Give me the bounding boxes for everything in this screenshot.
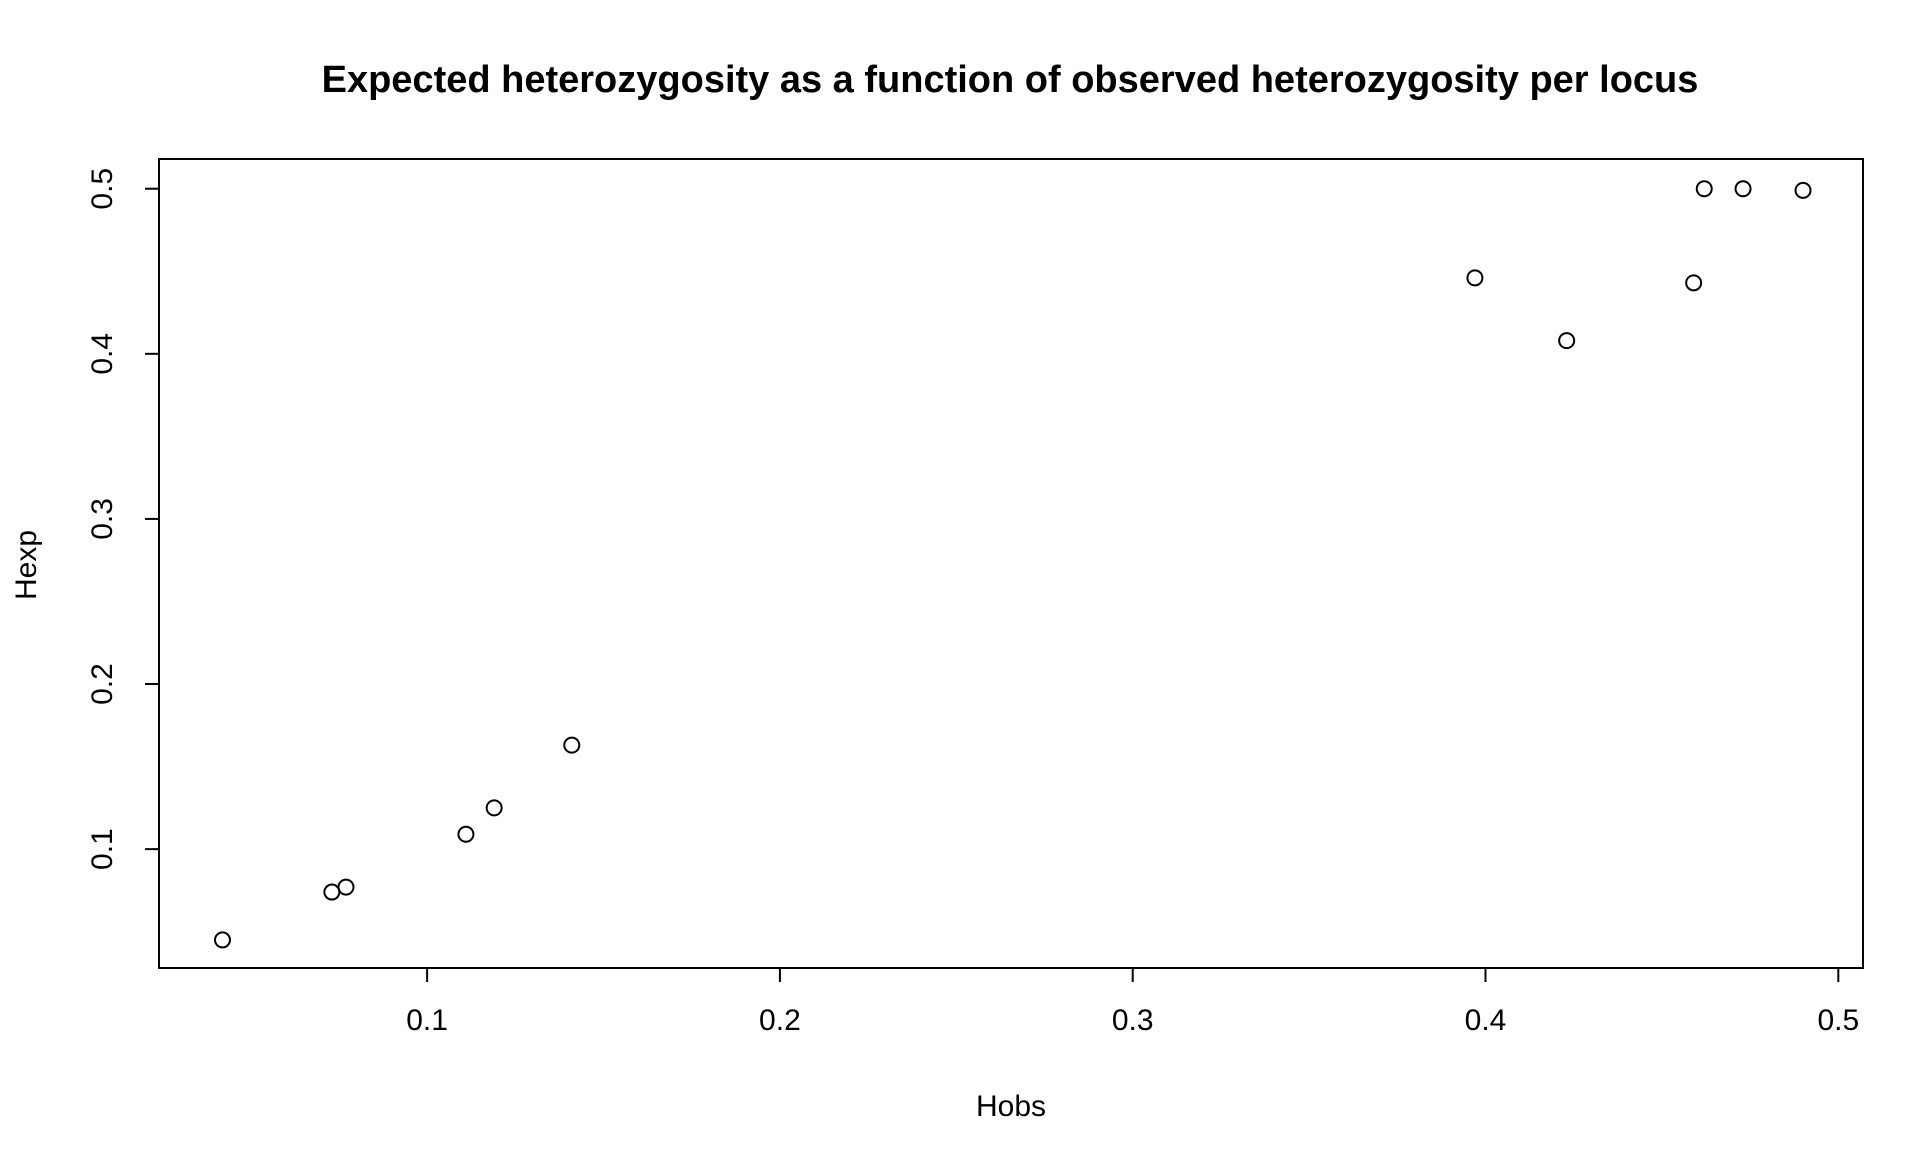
data-point (1734, 180, 1752, 198)
x-axis-label: Hobs (976, 1090, 1046, 1123)
data-point (337, 878, 355, 896)
x-tick-label: 0.5 (1817, 1004, 1859, 1037)
y-tick-label: 0.1 (86, 828, 119, 870)
y-axis: 0.1 0.2 0.3 0.4 0.5 (86, 168, 160, 870)
y-tick-label: 0.2 (86, 663, 119, 705)
data-point (1794, 181, 1812, 199)
x-tick-label: 0.4 (1465, 1004, 1507, 1037)
data-point (1685, 274, 1703, 292)
x-axis: 0.1 0.2 0.3 0.4 0.5 (406, 967, 1859, 1037)
y-tick-label: 0.4 (86, 333, 119, 375)
data-point (457, 825, 475, 843)
chart-title: Expected heterozygosity as a function of… (322, 59, 1699, 101)
data-point (323, 883, 341, 901)
y-axis-label: Hexp (10, 530, 43, 600)
x-tick-label: 0.1 (406, 1004, 448, 1037)
y-tick-label: 0.3 (86, 498, 119, 540)
data-point (1558, 332, 1576, 350)
data-point (1466, 269, 1484, 287)
data-points (214, 180, 1812, 949)
data-point (214, 931, 232, 949)
x-tick-label: 0.3 (1112, 1004, 1154, 1037)
data-point (1695, 180, 1713, 198)
y-tick-label: 0.5 (86, 168, 119, 210)
data-point (485, 799, 503, 817)
x-tick-label: 0.2 (759, 1004, 801, 1037)
data-point (563, 736, 581, 754)
plot-frame (158, 158, 1864, 969)
